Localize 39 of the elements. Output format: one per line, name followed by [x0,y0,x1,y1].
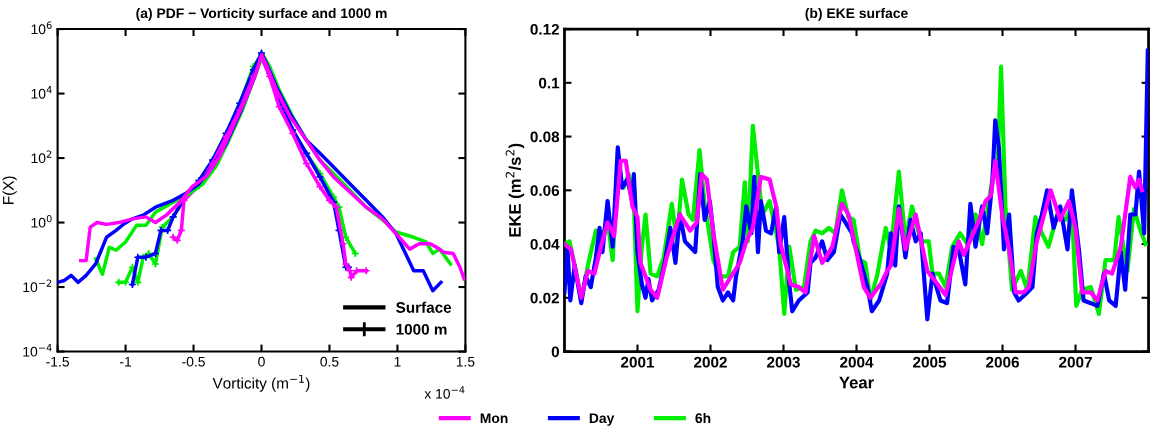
y-tick-label: 0.06 [530,185,560,196]
y-tick-label: 10$^{−4}$ [23,344,52,357]
x-tick-label: 2001 [621,356,655,368]
y-tick-label: 0.02 [530,292,560,304]
x-tick-label: 0 [258,356,265,367]
x-tick-label: 2002 [694,356,727,368]
x-tick-label: 2004 [840,356,874,368]
x-axis-title: Vorticity (m$^{−1}$) [212,374,310,392]
y-tick-label: 10$^{4}$ [31,86,52,99]
x-tick-label: 2007 [1059,356,1092,368]
x-tick-label: 2006 [986,356,1019,368]
x-tick-label: 2005 [913,356,947,368]
y-tick-label: 0.04 [530,238,560,250]
y-tick-label: 0 [551,346,559,358]
y-tick-label: 10$^{0}$ [31,214,52,228]
x-tick-label: 1 [394,356,401,367]
chart-title: (b) EKE surface [805,7,908,21]
x-tick-label: -1.5 [46,356,69,367]
chart-title: (a) PDF − Vorticity surface and 1000 m [136,7,387,21]
y-tick-label: 0.08 [530,131,560,143]
x-tick-label: 1.5 [456,356,475,367]
legend-label: Day [589,413,615,426]
x-axis-title: Year [839,376,874,389]
y-tick-label: 10$^{−2}$ [23,279,52,293]
text: x 10$^{−4}$ [424,386,465,399]
annotation: 1000 m [396,323,447,335]
x-tick-label: -1 [120,356,132,367]
annotation: Surface [396,301,452,313]
y-axis-title: F(X) [2,176,17,204]
legend-label: Mon [480,413,508,424]
legend-label: 6h [695,412,711,424]
y-axis-title: EKE (m$^{2}$/s$^{2}$) [505,143,525,237]
x-tick-label: -0.5 [182,356,205,367]
y-tick-label: 0.1 [538,77,560,89]
y-tick-label: 10$^{6}$ [31,21,52,35]
y-tick-label: 10$^{2}$ [31,150,52,164]
y-tick-label: 0.12 [530,23,560,35]
x-tick-label: 0.5 [320,356,339,367]
x-tick-label: 2003 [767,356,800,368]
